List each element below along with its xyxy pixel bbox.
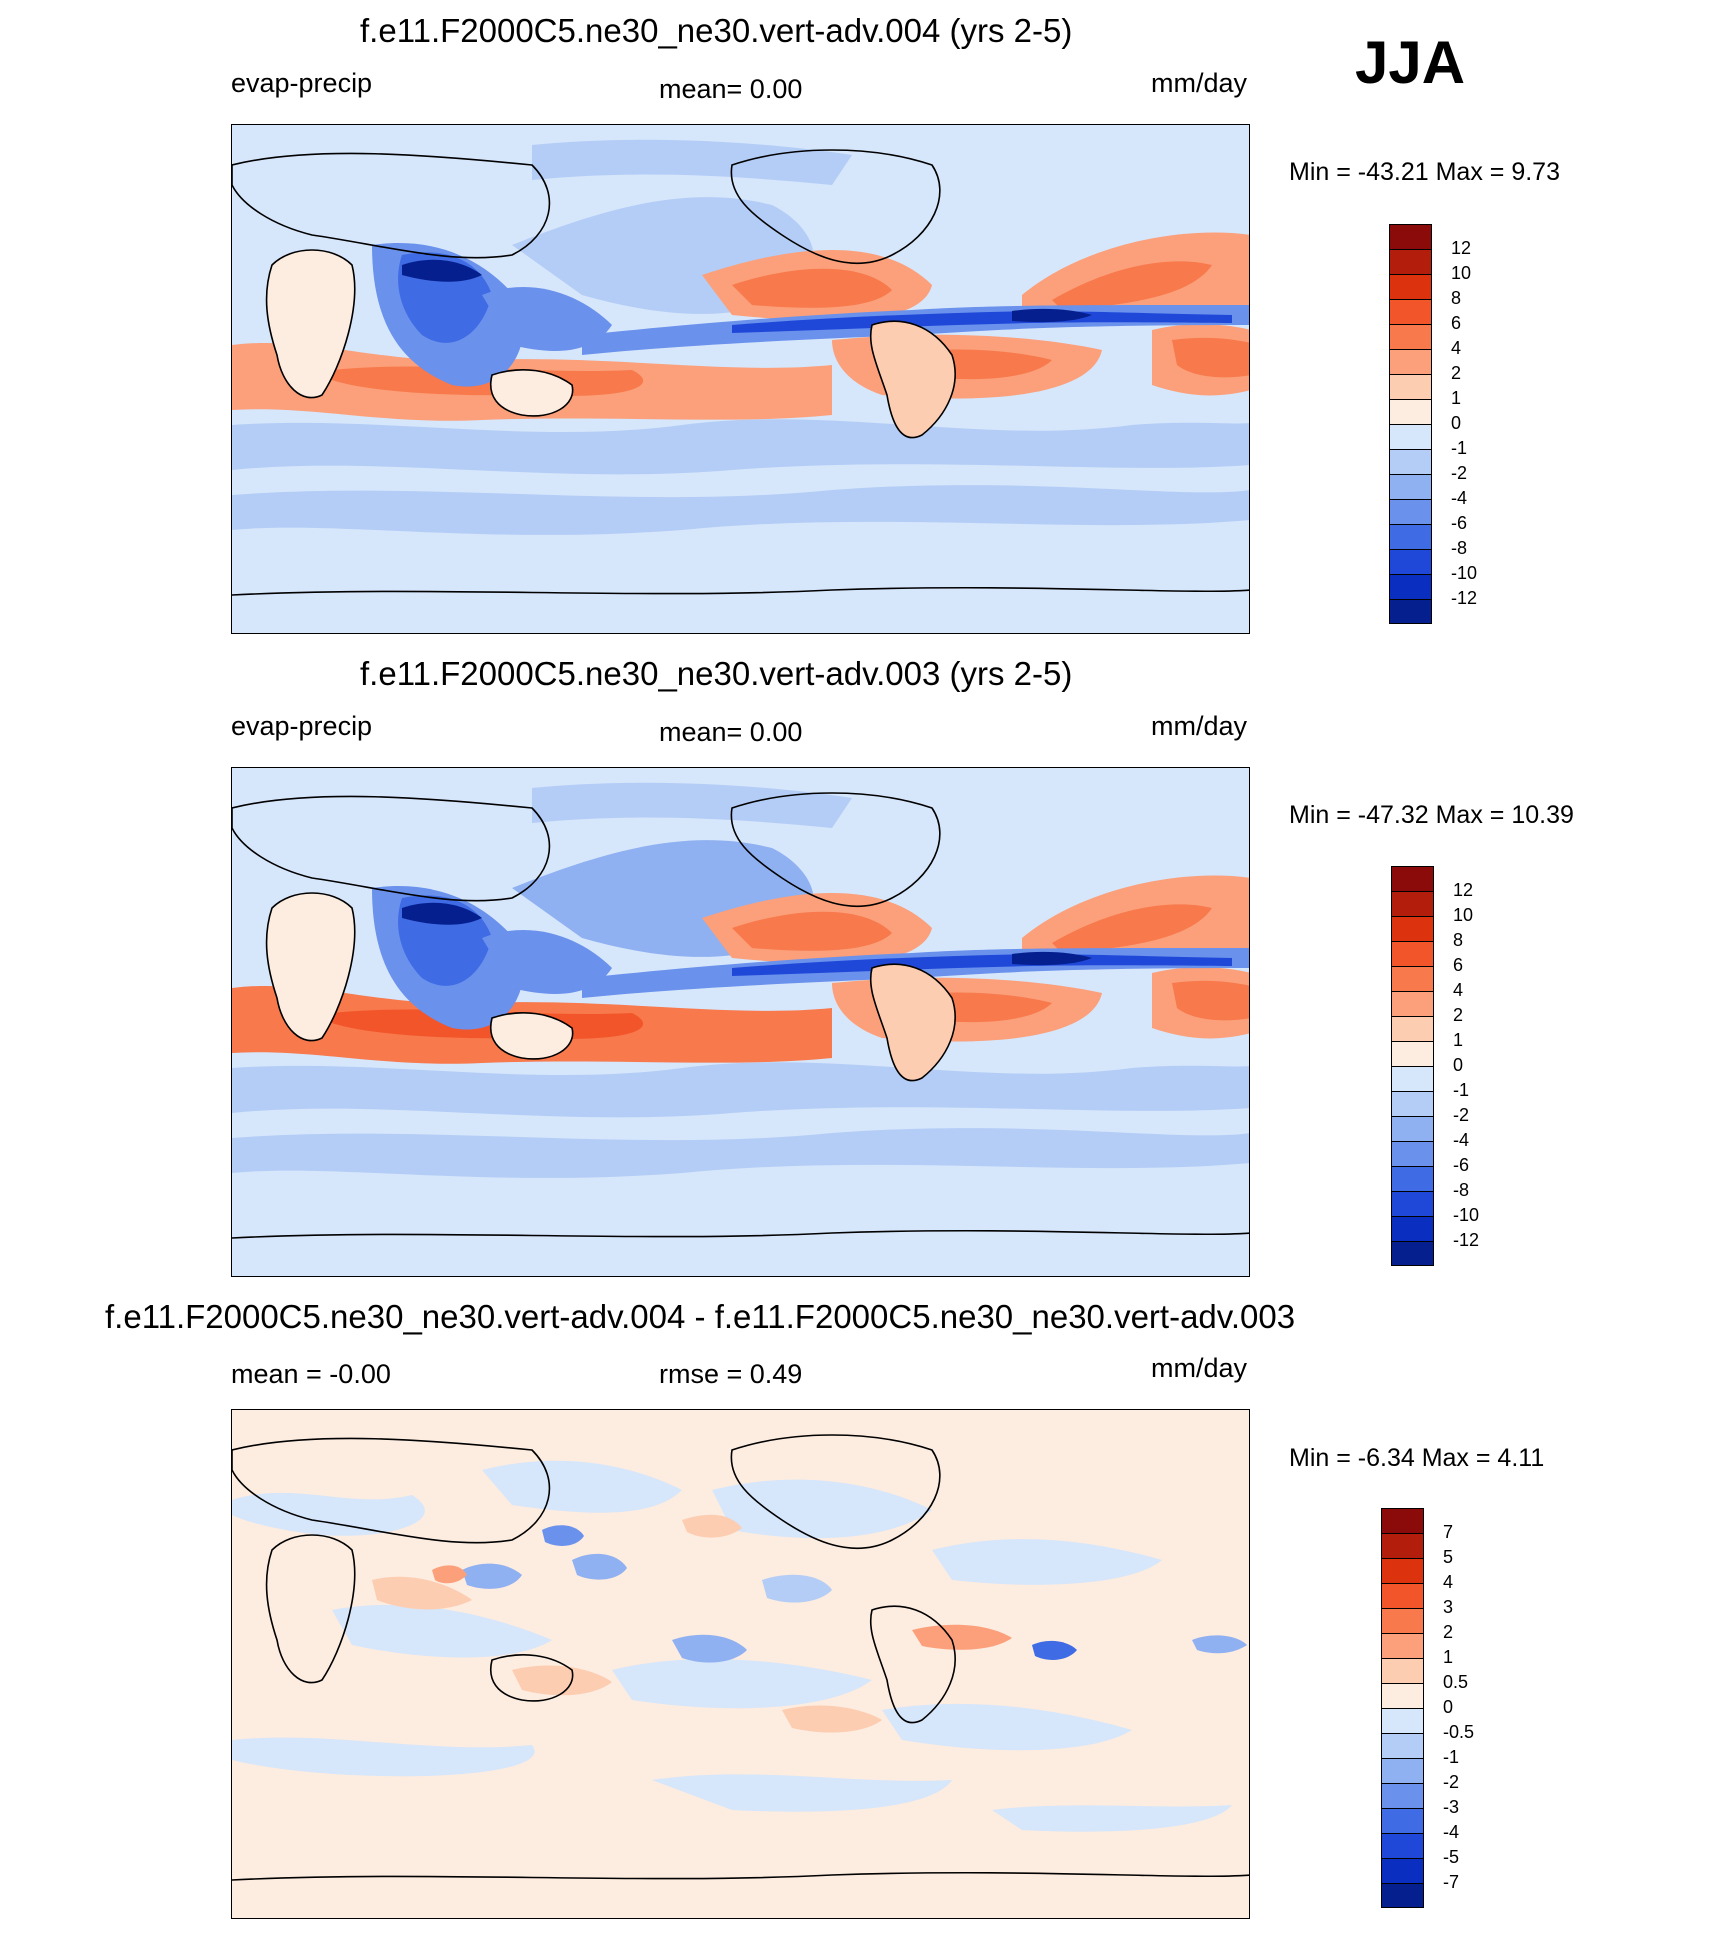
- colorbar-2-tick: 2: [1453, 1005, 1464, 1025]
- colorbar-1-tick: -4: [1451, 488, 1468, 508]
- season-label: JJA: [1355, 29, 1466, 96]
- panel-3-colorbar: [1381, 1508, 1424, 1908]
- colorbar-3-tick: -2: [1443, 1772, 1460, 1792]
- colorbar-2-tick: 4: [1453, 980, 1464, 1000]
- panel-2-title: f.e11.F2000C5.ne30_ne30.vert-adv.003 (yr…: [360, 655, 1073, 692]
- colorbar-1-tick: -8: [1451, 538, 1468, 558]
- colorbar-1-tick: -12: [1451, 588, 1478, 608]
- colorbar-1-tick: -10: [1451, 563, 1478, 583]
- colorbar-3-tick: 5: [1443, 1547, 1454, 1567]
- colorbar-3-tick: 1: [1443, 1647, 1454, 1667]
- colorbar-1-tick: 1: [1451, 388, 1462, 408]
- panel-2-left-label: evap-precip: [231, 711, 373, 741]
- colorbar-1-tick: 8: [1451, 288, 1462, 308]
- colorbar-3-tick: 7: [1443, 1522, 1454, 1542]
- panel-2-center-label: mean= 0.00: [659, 717, 803, 747]
- colorbar-1-tick: -2: [1451, 463, 1468, 483]
- panel-1-left-label: evap-precip: [231, 68, 373, 98]
- panel-1-title: f.e11.F2000C5.ne30_ne30.vert-adv.004 (yr…: [360, 12, 1073, 49]
- panel-3-map: [231, 1409, 1250, 1919]
- colorbar-1-tick: 10: [1451, 263, 1472, 283]
- colorbar-1-tick: 2: [1451, 363, 1462, 383]
- colorbar-2-tick: -8: [1453, 1180, 1470, 1200]
- colorbar-3-tick: -0.5: [1443, 1722, 1475, 1742]
- colorbar-3-tick: 3: [1443, 1597, 1454, 1617]
- panel-1-map: [231, 124, 1250, 634]
- colorbar-3-tick: -3: [1443, 1797, 1460, 1817]
- colorbar-2-tick: -1: [1453, 1080, 1470, 1100]
- panel-1-units: mm/day: [1151, 68, 1248, 98]
- colorbar-2-tick: -12: [1453, 1230, 1480, 1250]
- panel-3-minmax: Min = -6.34 Max = 4.11: [1289, 1444, 1545, 1472]
- colorbar-2-tick: 10: [1453, 905, 1474, 925]
- colorbar-1-tick: 0: [1451, 413, 1462, 433]
- colorbar-3-tick: 0: [1443, 1697, 1454, 1717]
- colorbar-3-tick: -4: [1443, 1822, 1460, 1842]
- colorbar-2-tick: 0: [1453, 1055, 1464, 1075]
- colorbar-1-tick: -1: [1451, 438, 1468, 458]
- colorbar-3-tick: 0.5: [1443, 1672, 1469, 1692]
- panel-2-units: mm/day: [1151, 711, 1248, 741]
- panel-2-map: [231, 767, 1250, 1277]
- colorbar-2-tick: 8: [1453, 930, 1464, 950]
- panel-1-center-label: mean= 0.00: [659, 74, 803, 104]
- panel-1-minmax: Min = -43.21 Max = 9.73: [1289, 158, 1560, 186]
- panel-2-colorbar: [1391, 866, 1434, 1266]
- colorbar-2-tick: -4: [1453, 1130, 1470, 1150]
- colorbar-2-tick: -6: [1453, 1155, 1470, 1175]
- colorbar-3-tick: -7: [1443, 1872, 1460, 1892]
- colorbar-3-tick: 4: [1443, 1572, 1454, 1592]
- panel-3-title: f.e11.F2000C5.ne30_ne30.vert-adv.004 - f…: [105, 1298, 1296, 1335]
- colorbar-1-tick: 6: [1451, 313, 1462, 333]
- colorbar-3-tick: 2: [1443, 1622, 1454, 1642]
- panel-3-units: mm/day: [1151, 1353, 1248, 1383]
- panel-1-colorbar: [1389, 224, 1432, 624]
- colorbar-3-tick: -1: [1443, 1747, 1460, 1767]
- colorbar-2-tick: 1: [1453, 1030, 1464, 1050]
- colorbar-2-tick: -2: [1453, 1105, 1470, 1125]
- colorbar-1-tick: 4: [1451, 338, 1462, 358]
- colorbar-1-tick: -6: [1451, 513, 1468, 533]
- panel-3-mean-label: mean = -0.00: [231, 1359, 391, 1389]
- colorbar-3-tick: -5: [1443, 1847, 1460, 1867]
- panel-3-rmse-label: rmse = 0.49: [659, 1359, 803, 1389]
- colorbar-2-tick: -10: [1453, 1205, 1480, 1225]
- colorbar-1-tick: 12: [1451, 238, 1472, 258]
- colorbar-2-tick: 6: [1453, 955, 1464, 975]
- colorbar-2-tick: 12: [1453, 880, 1474, 900]
- panel-2-minmax: Min = -47.32 Max = 10.39: [1289, 801, 1574, 829]
